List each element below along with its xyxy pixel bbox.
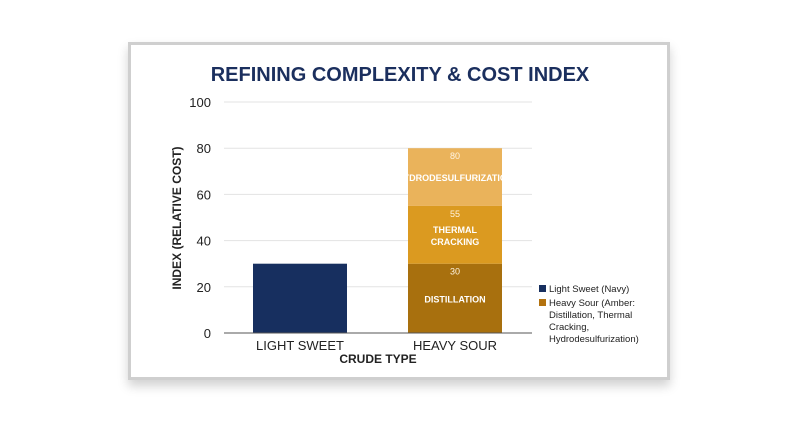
bar-value-label: 80 <box>450 151 460 161</box>
y-tick-label: 20 <box>197 280 211 295</box>
x-axis-ticks: LIGHT SWEET HEAVY SOUR <box>256 338 497 353</box>
legend-swatch <box>539 299 546 306</box>
bar-group: 30 DISTILLATION 55 THERMAL CRACKING 80 HYDRODE… <box>397 148 514 333</box>
chart-card <box>128 42 670 380</box>
y-axis-label: INDEX (RELATIVE COST) <box>170 146 184 289</box>
y-tick-label: 0 <box>204 326 211 341</box>
y-tick-label: 80 <box>197 141 211 156</box>
bar-segment-label: DISTILLATION <box>424 294 485 304</box>
y-tick-label: 100 <box>189 95 211 110</box>
bar-value-label: 55 <box>450 209 460 219</box>
bar-segment-label: HYDRODESULFURIZATION <box>397 173 514 183</box>
legend-swatch <box>539 285 546 292</box>
legend-label: Cracking, <box>549 322 589 333</box>
bar-value-label: 30 <box>450 267 460 277</box>
y-tick-label: 60 <box>197 187 211 202</box>
bar-segment <box>408 148 502 206</box>
bar-segment <box>408 263 502 333</box>
bar-group <box>253 263 347 333</box>
x-tick-label: HEAVY SOUR <box>413 338 497 353</box>
y-axis-ticks: 0 20 40 60 80 100 <box>189 95 211 341</box>
legend-label: Distillation, Thermal <box>549 310 632 321</box>
legend-item: Light Sweet (Navy) <box>539 284 629 295</box>
bar-segment-label: CRACKING <box>431 237 480 247</box>
bars: 30 DISTILLATION 55 THERMAL CRACKING 80 HYDRODE… <box>253 148 513 333</box>
legend-label: Heavy Sour (Amber: <box>549 298 635 309</box>
legend-item: Heavy Sour (Amber:Distillation, ThermalC… <box>539 298 639 345</box>
y-tick-label: 40 <box>197 234 211 249</box>
bar-segment-label: THERMAL <box>433 225 477 235</box>
legend-label: Light Sweet (Navy) <box>549 284 629 295</box>
bar-segment <box>253 263 347 333</box>
legend: Light Sweet (Navy) Heavy Sour (Amber:Dist… <box>539 284 639 345</box>
bar-segment <box>408 205 502 264</box>
chart-title: REFINING COMPLEXITY & COST INDEX <box>211 64 590 86</box>
x-axis-label: CRUDE TYPE <box>339 352 416 366</box>
legend-label: Hydrodesulfurization) <box>549 334 639 345</box>
x-tick-label: LIGHT SWEET <box>256 338 344 353</box>
